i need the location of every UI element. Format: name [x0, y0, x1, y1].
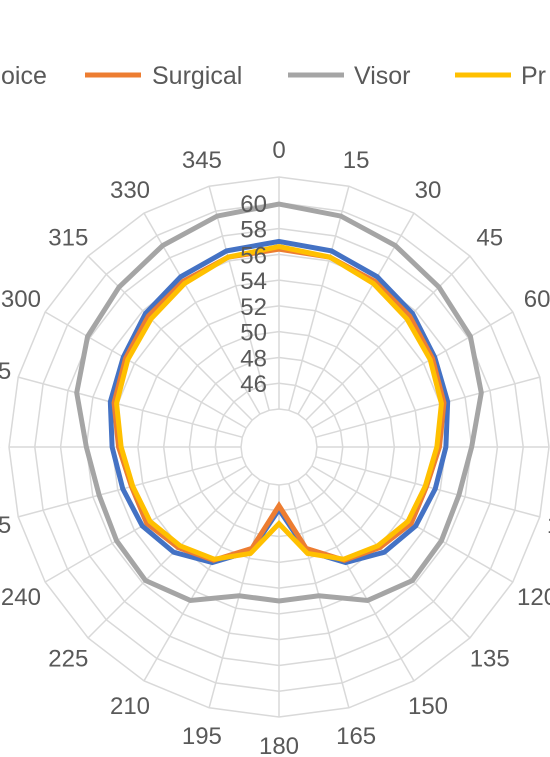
grid-spoke: [87, 473, 253, 639]
chart-series-group: [74, 201, 484, 604]
angle-label: 210: [110, 693, 150, 720]
angle-label: 270: [0, 435, 1, 462]
grid-spoke: [311, 311, 514, 429]
grid-spoke: [297, 479, 415, 682]
angle-label: 45: [476, 224, 503, 251]
angle-label: 255: [0, 512, 11, 539]
angle-label: 0: [272, 137, 285, 164]
grid-spoke: [315, 376, 540, 438]
angle-label: 60: [524, 286, 550, 313]
grid-spoke: [18, 376, 243, 438]
grid-spoke: [44, 311, 247, 429]
radial-tick-label: 50: [240, 320, 267, 347]
angle-label: 105: [547, 512, 550, 539]
chart-legend: oice Surgical Visor Pr: [1, 62, 546, 90]
radial-tick-label: 54: [240, 268, 267, 295]
series-visor-line: [74, 201, 484, 604]
angle-label: 330: [110, 177, 150, 204]
angle-label: 30: [415, 177, 442, 204]
radial-tick-label: 58: [240, 217, 267, 244]
radial-tick-label: 56: [240, 242, 267, 269]
legend-label: oice: [1, 62, 47, 90]
grid-ring: [240, 408, 318, 486]
angle-label: 165: [336, 723, 376, 750]
series-surgical-line: [111, 246, 447, 563]
legend-label: Surgical: [152, 62, 242, 90]
grid-spoke: [87, 255, 253, 421]
angle-label: 15: [343, 147, 370, 174]
angle-label: 300: [1, 286, 41, 313]
angle-label: 285: [0, 358, 11, 385]
angle-label: 195: [182, 723, 222, 750]
grid-spoke: [305, 255, 471, 421]
angle-label: 180: [259, 733, 299, 757]
series-pr-line: [114, 244, 444, 562]
radial-tick-label: 48: [240, 345, 267, 372]
radial-tick-label: 52: [240, 294, 267, 321]
angle-label: 135: [470, 646, 510, 673]
radial-tick-label: 60: [240, 191, 267, 218]
legend-label: Visor: [354, 62, 411, 90]
radial-tick-label: 46: [240, 371, 267, 398]
angular-axis-labels: 0153045607590105120135150165180195210225…: [0, 137, 550, 757]
grid-spoke: [143, 479, 261, 682]
legend-label: Pr: [521, 62, 546, 90]
grid-spoke: [208, 186, 270, 411]
angle-label: 345: [182, 147, 222, 174]
angle-label: 150: [408, 693, 448, 720]
grid-spoke: [305, 473, 471, 639]
angle-label: 120: [517, 584, 550, 611]
angle-label: 315: [48, 224, 88, 251]
angle-label: 240: [1, 584, 41, 611]
angle-label: 225: [48, 646, 88, 673]
chart-grid: [8, 176, 550, 718]
grid-spoke: [288, 186, 350, 411]
